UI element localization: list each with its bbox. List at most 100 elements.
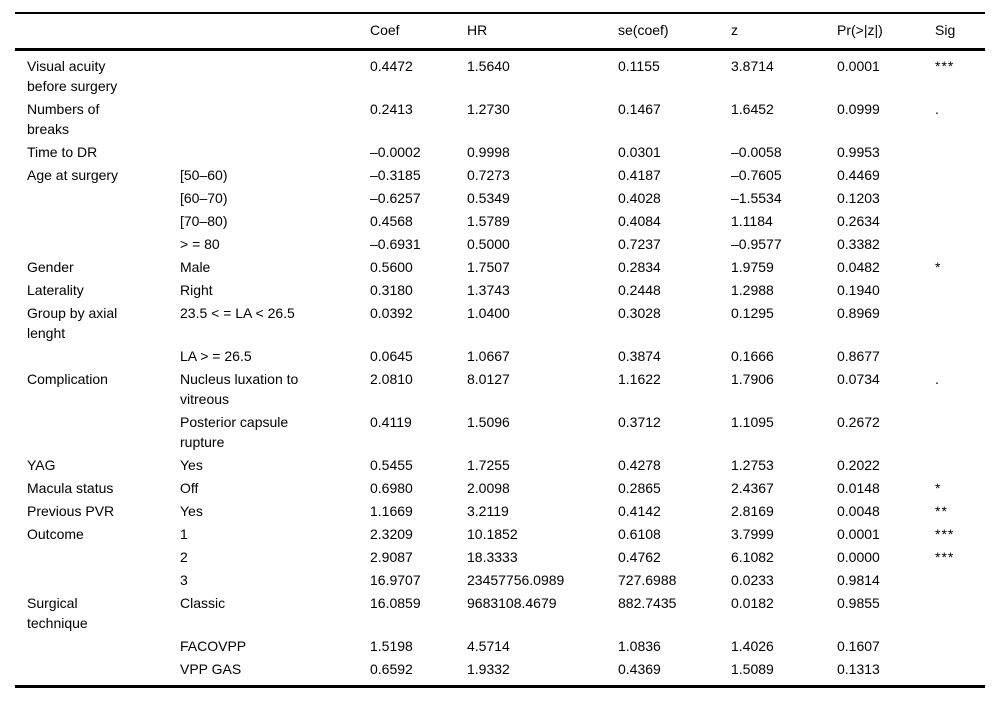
cell-sig: ** bbox=[935, 503, 948, 519]
cell-coef: –0.0002 bbox=[370, 144, 421, 160]
cell-hr: 1.0400 bbox=[467, 305, 510, 321]
table-row: Previous PVR Yes 1.1669 3.2119 0.4142 2.8169 0… bbox=[15, 500, 985, 523]
cell-variable bbox=[15, 546, 180, 569]
cell-se: 0.2865 bbox=[618, 480, 661, 496]
cell-coef: 0.0392 bbox=[370, 305, 413, 321]
cell-category: [70–80) bbox=[180, 213, 228, 229]
cell-coef: 0.5455 bbox=[370, 457, 413, 473]
table-row: Age at surgery [50–60) –0.3185 0.7273 0.4187… bbox=[15, 164, 985, 187]
cell-se: 0.4187 bbox=[618, 167, 661, 183]
cell-z: 6.1082 bbox=[731, 549, 774, 565]
cell-p: 0.4469 bbox=[837, 167, 880, 183]
cell-coef: 0.4119 bbox=[370, 414, 412, 430]
cell-variable: Surgical technique bbox=[27, 595, 88, 631]
cell-p: 0.1203 bbox=[837, 190, 880, 206]
cell-p: 0.0999 bbox=[837, 101, 880, 117]
cell-category: 23.5 < = LA < 26.5 bbox=[180, 305, 295, 321]
table-row: Macula status Off 0.6980 2.0098 0.2865 2.4367… bbox=[15, 477, 985, 500]
cell-category: 1 bbox=[180, 526, 188, 542]
cell-z: 3.7999 bbox=[731, 526, 774, 542]
header-z: z bbox=[731, 13, 837, 51]
cell-coef: 0.4472 bbox=[370, 58, 413, 74]
cell-category: Posterior capsule rupture bbox=[180, 414, 289, 450]
cell-p: 0.0001 bbox=[837, 526, 880, 542]
cell-variable: Gender bbox=[27, 259, 74, 275]
cell-hr: 0.5000 bbox=[467, 236, 510, 252]
header-p-value: Pr(>|z|) bbox=[837, 13, 935, 51]
cell-sig: * bbox=[935, 480, 942, 496]
cell-variable: Complication bbox=[27, 371, 108, 387]
table-row: YAG Yes 0.5455 1.7255 0.4278 1.2753 0.2022 bbox=[15, 454, 985, 477]
cell-p: 0.1313 bbox=[837, 661, 880, 677]
cell-z: –0.7605 bbox=[731, 167, 782, 183]
cell-variable bbox=[15, 658, 180, 687]
cell-coef: 1.1669 bbox=[370, 503, 413, 519]
cell-category: Right bbox=[180, 282, 213, 298]
cell-z: 1.5089 bbox=[731, 661, 774, 677]
cell-se: 0.4278 bbox=[618, 457, 661, 473]
cell-coef: 0.2413 bbox=[370, 101, 413, 117]
cell-coef: 16.9707 bbox=[370, 572, 421, 588]
cell-z: 1.2753 bbox=[731, 457, 774, 473]
cell-sig bbox=[935, 164, 985, 187]
table-row: LA > = 26.5 0.0645 1.0667 0.3874 0.1666 0.867… bbox=[15, 345, 985, 368]
cell-hr: 1.2730 bbox=[467, 101, 510, 117]
cell-z: –0.9577 bbox=[731, 236, 782, 252]
cell-se: 0.3028 bbox=[618, 305, 661, 321]
cell-variable: Laterality bbox=[27, 282, 84, 298]
table-header: Coef HR se(coef) z Pr(>|z|) Sig bbox=[15, 13, 985, 51]
cell-coef: 0.4568 bbox=[370, 213, 413, 229]
cell-sig bbox=[935, 569, 985, 592]
cell-sig: *** bbox=[935, 549, 955, 565]
cell-category: 3 bbox=[180, 572, 188, 588]
header-row: Coef HR se(coef) z Pr(>|z|) Sig bbox=[15, 13, 985, 51]
cell-category: 2 bbox=[180, 549, 188, 565]
cell-category: Off bbox=[180, 480, 199, 496]
cell-z: 1.9759 bbox=[731, 259, 774, 275]
cell-se: 0.4142 bbox=[618, 503, 661, 519]
cell-z: 2.8169 bbox=[731, 503, 774, 519]
cell-variable: Outcome bbox=[27, 526, 84, 542]
cell-se: 882.7435 bbox=[618, 595, 677, 611]
cell-coef: 0.6592 bbox=[370, 661, 413, 677]
cell-z: –1.5534 bbox=[731, 190, 782, 206]
table-row: VPP GAS 0.6592 1.9332 0.4369 1.5089 0.1313 bbox=[15, 658, 985, 687]
cell-p: 0.0734 bbox=[837, 371, 880, 387]
cell-z: 3.8714 bbox=[731, 58, 774, 74]
cell-se: 0.4028 bbox=[618, 190, 661, 206]
cell-hr: 3.2119 bbox=[467, 503, 509, 519]
cell-p: 0.3382 bbox=[837, 236, 880, 252]
cell-se: 1.1622 bbox=[618, 371, 661, 387]
cell-z: 1.6452 bbox=[731, 101, 774, 117]
cell-category: VPP GAS bbox=[180, 661, 242, 677]
cell-category bbox=[180, 98, 370, 141]
cell-z: 1.1184 bbox=[731, 213, 773, 229]
table-row: Time to DR –0.0002 0.9998 0.0301 –0.0058 0.99… bbox=[15, 141, 985, 164]
cell-category: Male bbox=[180, 259, 211, 275]
cell-hr: 0.7273 bbox=[467, 167, 510, 183]
table-row: Group by axial lenght 23.5 < = LA < 26.5 0… bbox=[15, 302, 985, 345]
cell-sig: . bbox=[935, 371, 940, 387]
cell-variable: YAG bbox=[27, 457, 56, 473]
cell-sig: *** bbox=[935, 526, 955, 542]
cell-sig bbox=[935, 411, 985, 454]
table-body: Visual acuity before surgery 0.4472 1.5640… bbox=[15, 50, 985, 687]
cell-coef: 0.5600 bbox=[370, 259, 413, 275]
cell-se: 0.4762 bbox=[618, 549, 661, 565]
cell-sig bbox=[935, 592, 985, 635]
cell-z: 0.1666 bbox=[731, 348, 774, 364]
cell-p: 0.2672 bbox=[837, 414, 880, 430]
cell-coef: 0.6980 bbox=[370, 480, 413, 496]
cell-category: > = 80 bbox=[180, 236, 220, 252]
cell-category: [60–70) bbox=[180, 190, 228, 206]
cell-se: 0.6108 bbox=[618, 526, 661, 542]
cell-p: 0.0048 bbox=[837, 503, 880, 519]
cell-variable bbox=[15, 210, 180, 233]
cell-variable: Group by axial lenght bbox=[27, 305, 118, 341]
cell-p: 0.0148 bbox=[837, 480, 880, 496]
cell-z: 0.0233 bbox=[731, 572, 774, 588]
cell-z: 0.0182 bbox=[731, 595, 774, 611]
cell-se: 0.3712 bbox=[618, 414, 661, 430]
cell-p: 0.2634 bbox=[837, 213, 880, 229]
cell-variable: Macula status bbox=[27, 480, 114, 496]
